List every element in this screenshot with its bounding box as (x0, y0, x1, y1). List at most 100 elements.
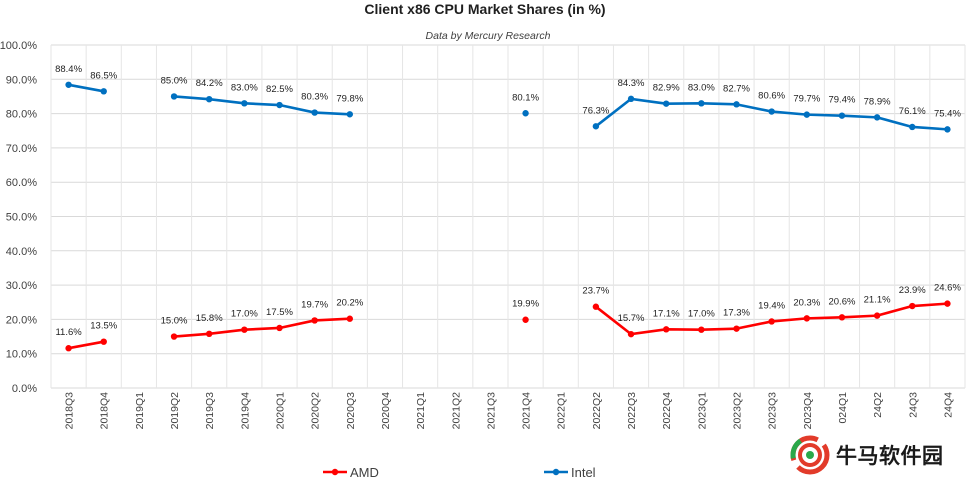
amd-data-point (276, 324, 283, 332)
intel-series-line (173, 95, 350, 116)
intel-data-point (100, 88, 107, 95)
amd-data-point (205, 330, 213, 338)
intel-data-label: 78.9% (864, 96, 891, 107)
intel-data-label: 82.7% (723, 83, 750, 94)
intel-data-label: 76.1% (899, 106, 926, 117)
intel-data-point (241, 100, 248, 107)
y-tick-label: 60.0% (6, 177, 37, 189)
intel-data-point (276, 101, 283, 109)
amd-data-label: 23.9% (899, 285, 926, 296)
amd-series-line (173, 317, 350, 338)
x-axis-ticks: 2018Q3 2018Q4 2019Q1 2019Q2 2019Q3 2019Q4 2020… (64, 392, 955, 430)
amd-data-label: 20.3% (793, 297, 820, 308)
watermark: 牛马软件园 (790, 435, 944, 475)
intel-data-label: 84.3% (618, 78, 645, 89)
x-tick-label: 2023Q2 (732, 392, 744, 430)
y-axis-ticks: 0.0% 10.0% 20.0% 30.0% 40.0% 50.0% 60.0% 70.0% 8… (0, 40, 37, 395)
amd-data-label: 21.1% (864, 295, 891, 306)
watermark-text: 牛马软件园 (836, 444, 944, 468)
amd-data-label: 20.6% (828, 296, 855, 307)
x-tick-label: 24Q4 (942, 392, 954, 418)
amd-data-point (662, 326, 670, 333)
intel-legend-label: Intel (571, 465, 596, 480)
amd-data-point (311, 317, 318, 324)
amd-data-label: 24.6% (934, 283, 961, 294)
amd-data-point (241, 326, 248, 333)
y-tick-label: 40.0% (6, 246, 37, 258)
intel-data-point (662, 100, 670, 107)
intel-data-point (592, 123, 600, 130)
amd-data-label: 20.2% (336, 298, 363, 309)
x-tick-label: 2020Q1 (275, 392, 287, 430)
intel-data-point (627, 95, 635, 103)
intel-data-point (944, 126, 951, 133)
amd-data-label: 19.7% (301, 299, 328, 310)
intel-data-point (346, 111, 354, 118)
amd-data-point (592, 303, 600, 310)
intel-data-label: 88.4% (55, 64, 82, 75)
intel-data-label: 79.4% (828, 95, 855, 106)
amd-data-label: 17.1% (653, 308, 680, 319)
x-tick-label: 2019Q2 (169, 392, 181, 430)
x-tick-label: 2021Q1 (415, 392, 427, 430)
intel-data-label: 80.6% (758, 91, 785, 102)
amd-data-point (838, 314, 846, 321)
x-tick-label: 2020Q3 (345, 392, 357, 430)
amd-data-label: 11.6% (55, 327, 82, 338)
amd-data-label: 19.9% (512, 299, 539, 310)
amd-data-point (698, 326, 705, 333)
amd-data-point (627, 330, 635, 338)
intel-data-label: 86.5% (90, 70, 117, 81)
x-tick-label: 2023Q1 (696, 392, 708, 430)
x-tick-label: 024Q1 (837, 392, 849, 424)
amd-data-label: 17.5% (266, 307, 293, 318)
amd-data-point (65, 345, 72, 352)
intel-data-point (205, 95, 213, 103)
intel-data-label: 82.9% (653, 83, 680, 94)
intel-data-label: 80.3% (301, 92, 328, 103)
amd-data-point (909, 302, 916, 310)
x-tick-label: 2020Q4 (380, 392, 392, 430)
amd-data-point (733, 325, 740, 332)
data-labels: 11.6% 13.5% 15.0% 15.8% 17.0% 17.5% 19.7% 20.2%… (55, 64, 961, 338)
amd-data-label: 13.5% (90, 321, 117, 332)
intel-data-point (698, 100, 705, 107)
intel-data-point (838, 112, 846, 119)
x-tick-label: 24Q3 (907, 392, 919, 418)
amd-series-line (68, 340, 104, 350)
amd-data-label: 15.0% (161, 316, 188, 327)
x-tick-label: 2022Q3 (626, 392, 638, 430)
amd-data-point (522, 316, 529, 323)
intel-data-label: 83.0% (231, 82, 258, 93)
x-tick-label: 2022Q2 (591, 392, 603, 430)
amd-data-label: 15.8% (196, 313, 223, 324)
intel-data-point (803, 111, 811, 118)
legend: AMD Intel (323, 465, 596, 480)
intel-data-label: 83.0% (688, 82, 715, 93)
amd-data-point (803, 315, 811, 322)
chart-subtitle: Data by Mercury Research (426, 30, 551, 42)
amd-data-point (768, 318, 775, 325)
x-tick-label: 2019Q3 (204, 392, 216, 430)
amd-data-label: 17.3% (723, 308, 750, 319)
amd-data-label: 15.7% (618, 313, 645, 324)
intel-data-point (733, 101, 740, 108)
x-tick-label: 2021Q3 (485, 392, 497, 430)
y-tick-label: 70.0% (6, 143, 37, 155)
amd-data-label: 17.0% (231, 309, 258, 320)
x-tick-label: 2021Q2 (450, 392, 462, 430)
intel-data-point (873, 114, 881, 121)
x-tick-label: 2018Q4 (99, 392, 111, 430)
amd-data-label: 23.7% (582, 286, 609, 297)
intel-data-label: 76.3% (582, 105, 609, 116)
grid (50, 44, 966, 389)
intel-data-point (311, 109, 318, 116)
x-tick-label: 2019Q4 (239, 392, 251, 430)
amd-data-label: 17.0% (688, 309, 715, 320)
intel-data-point (522, 110, 529, 117)
circular-logo-icon (790, 435, 830, 475)
chart-title: Client x86 CPU Market Shares (in %) (364, 1, 605, 17)
amd-data-point (944, 300, 951, 307)
intel-data-point (170, 93, 178, 100)
